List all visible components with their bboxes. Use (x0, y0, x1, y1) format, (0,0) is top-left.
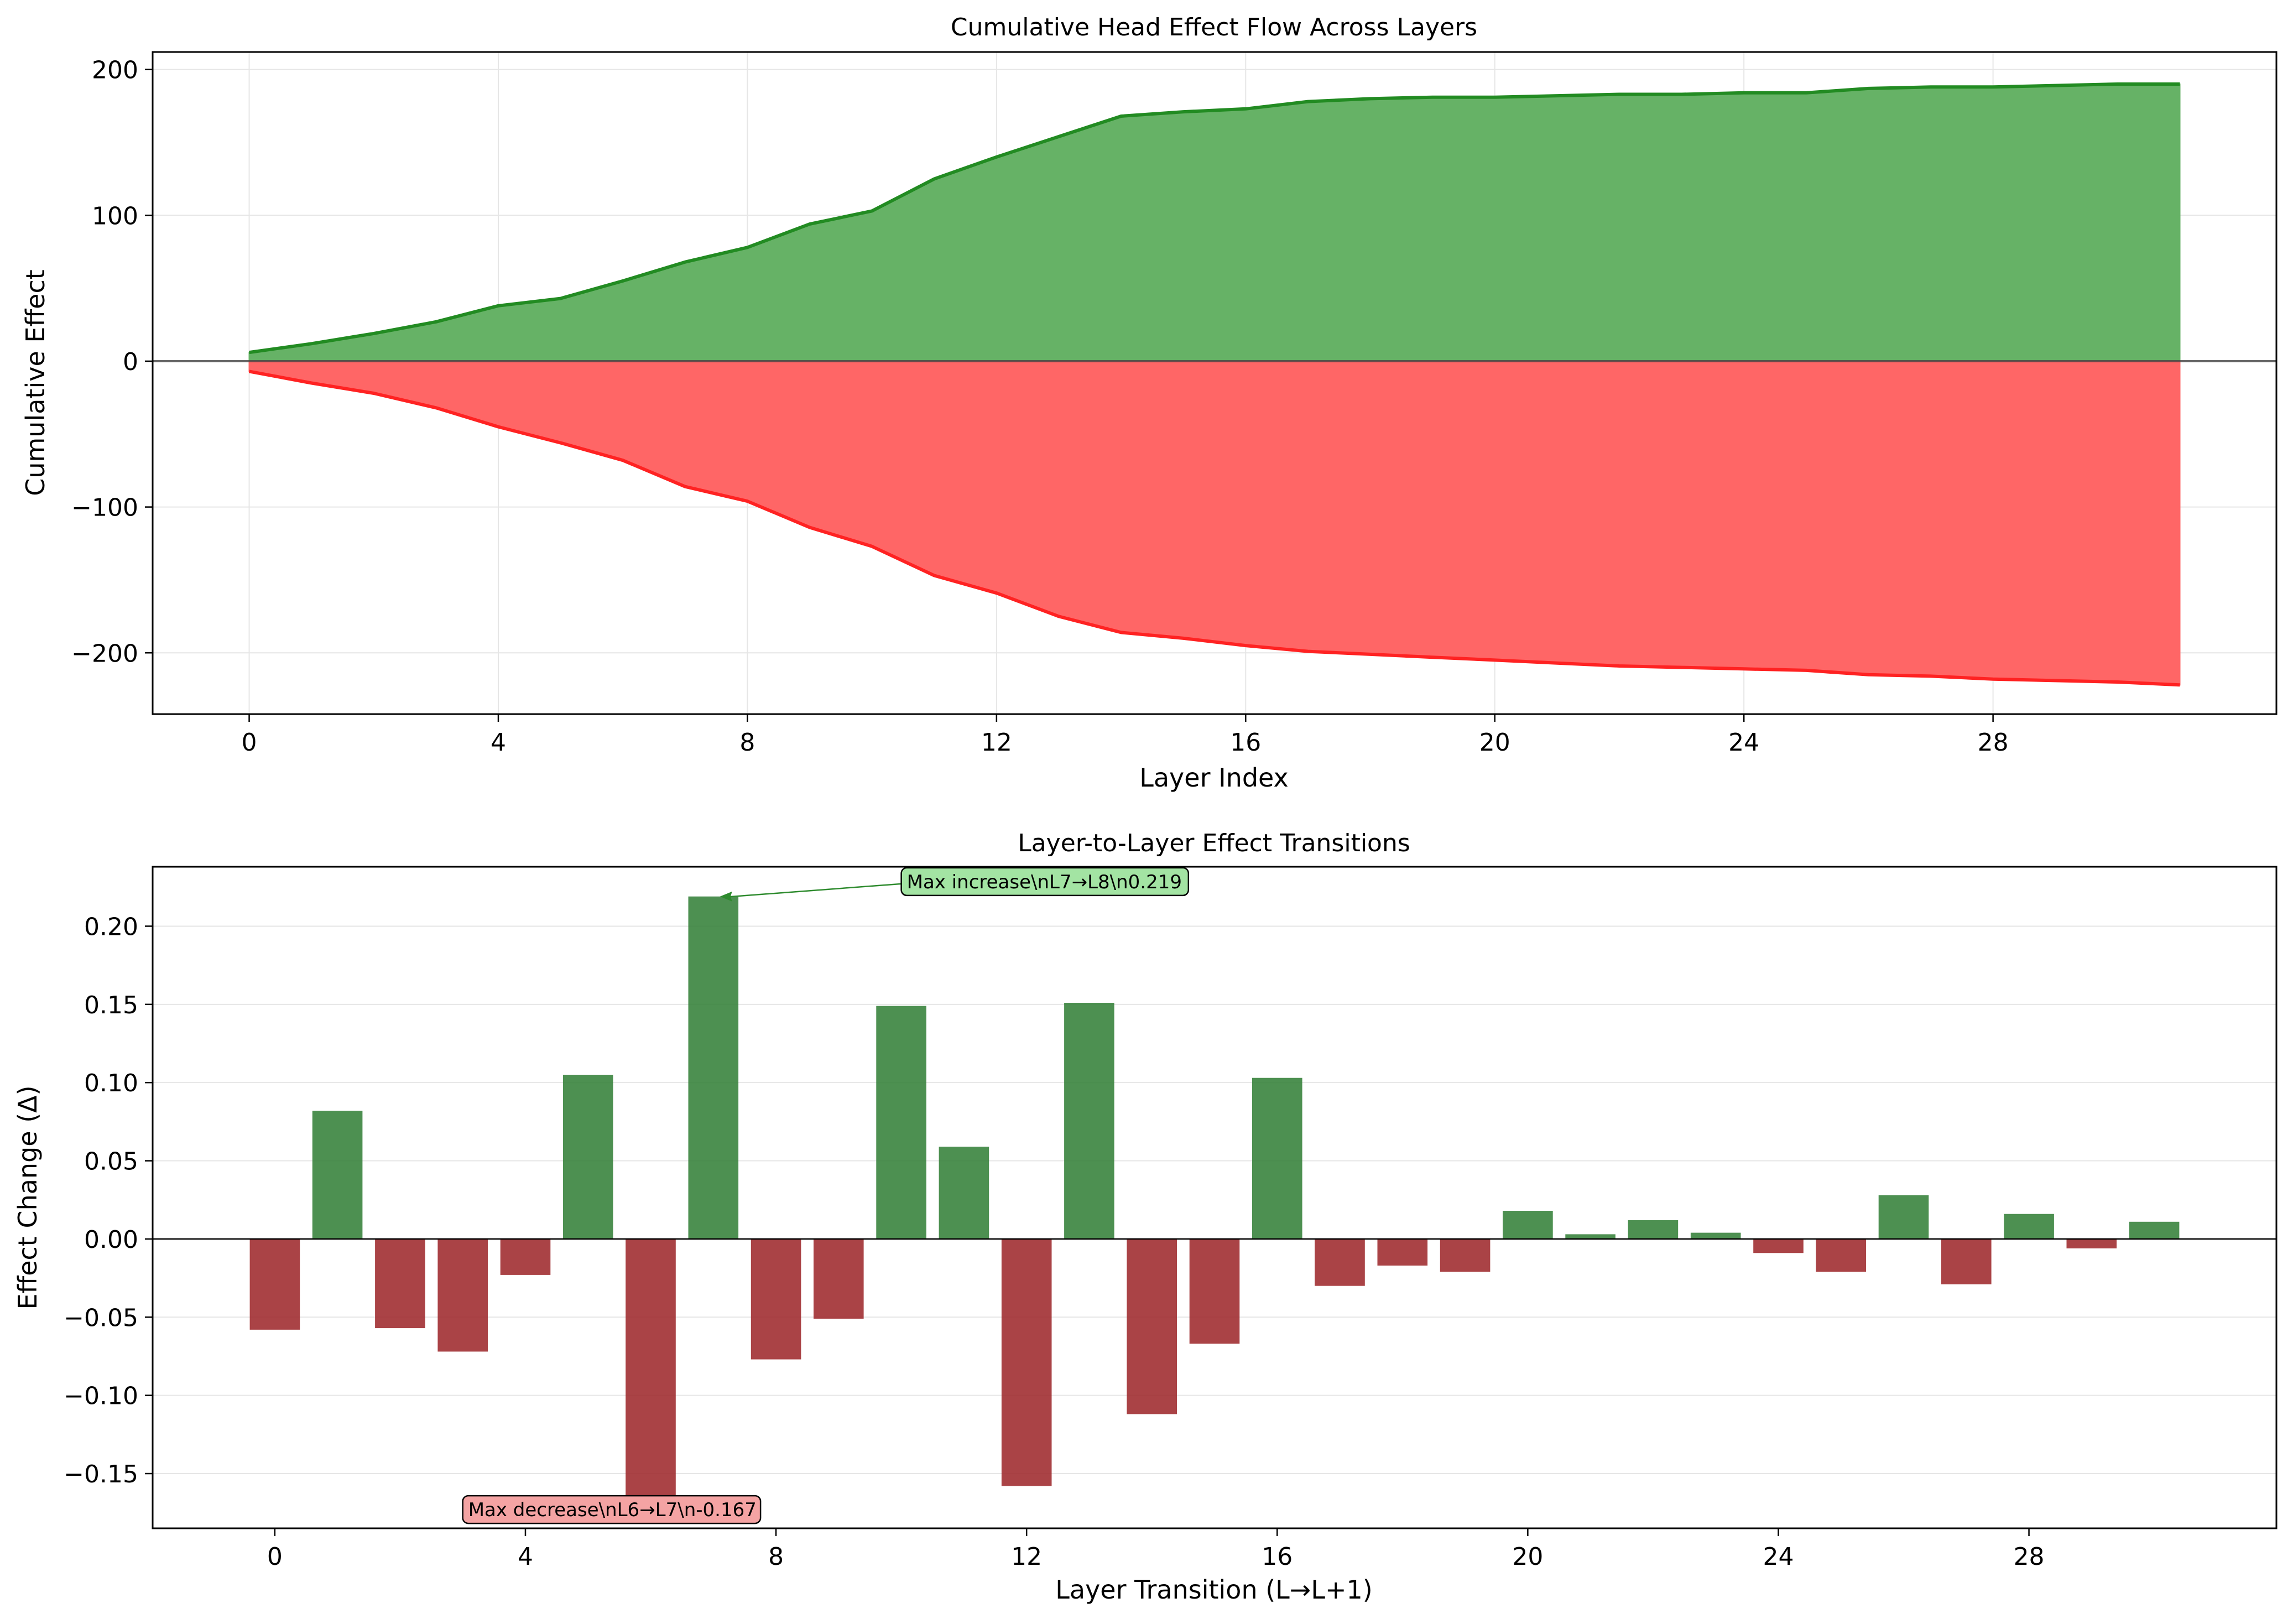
max-increase-arrow (725, 883, 901, 898)
bar-transition-4 (500, 1238, 551, 1275)
top-x-axis-label: Layer Index (1139, 763, 1289, 793)
max-decrease-box (462, 1495, 762, 1524)
bar-transition-25 (1816, 1238, 1866, 1272)
bottom-annotations: Max increase\nL7→L8\n0.219 Max decrease\n… (462, 867, 1190, 1524)
top-y-tick-label: −200 (71, 639, 138, 668)
top-plot-frame (152, 51, 2278, 715)
bar-transition-22 (1628, 1220, 1679, 1239)
bar-transition-12 (1001, 1238, 1052, 1486)
bottom-x-tick-label: 12 (1011, 1543, 1042, 1571)
bar-transition-26 (1878, 1195, 1929, 1239)
bar-transition-5 (562, 1075, 613, 1239)
bottom-y-tick-label: 0.10 (84, 1069, 138, 1097)
bottom-y-tick-label: 0.00 (84, 1226, 138, 1254)
top-y-tick-label: 200 (92, 56, 138, 85)
bottom-x-tick-label: 24 (1763, 1543, 1794, 1571)
positive-line (249, 82, 2180, 355)
cumulative-effect-chart: Cumulative Head Effect Flow Across Layer… (20, 13, 2278, 793)
bar-transition-30 (2129, 1221, 2180, 1239)
bar-transition-28 (2004, 1214, 2054, 1239)
top-chart-title: Cumulative Head Effect Flow Across Layer… (951, 13, 1477, 41)
bar-transition-7 (688, 896, 739, 1239)
bar-transition-18 (1377, 1238, 1428, 1266)
bar-transition-27 (1941, 1238, 1992, 1284)
bottom-x-tick-label: 20 (1512, 1543, 1543, 1571)
bottom-y-tick-label: −0.05 (64, 1304, 138, 1332)
top-series-lines (153, 82, 2276, 687)
bar-transition-21 (1565, 1234, 1615, 1239)
bottom-x-ticks: 0 4 8 12 16 20 24 28 (267, 1528, 2045, 1571)
bar-transition-2 (375, 1238, 425, 1329)
bottom-bars (153, 896, 2276, 1501)
top-x-tick-label: 24 (1728, 728, 1759, 757)
bar-transition-23 (1690, 1232, 1741, 1239)
negative-line (248, 369, 2180, 687)
bottom-y-tick-label: 0.05 (84, 1148, 138, 1176)
bar-transition-8 (751, 1238, 801, 1360)
bar-transition-6 (626, 1238, 676, 1501)
top-y-tick-label: −100 (71, 494, 138, 522)
bar-transition-19 (1440, 1238, 1491, 1272)
bar-transition-11 (939, 1147, 989, 1239)
bar-transition-1 (312, 1111, 363, 1239)
bottom-y-ticks: 0.20 0.15 0.10 0.05 0.00 −0.05 −0.10 −0.15 (64, 913, 153, 1488)
bar-transition-10 (876, 1006, 926, 1239)
top-x-tick-label: 16 (1230, 728, 1261, 757)
bottom-x-tick-label: 0 (267, 1543, 283, 1571)
top-x-ticks: 0 4 8 12 16 20 24 28 (242, 714, 2009, 757)
bar-transition-29 (2066, 1238, 2117, 1248)
top-x-tick-label: 4 (491, 728, 506, 757)
top-y-tick-label: 0 (123, 348, 138, 376)
max-decrease-label: Max decrease\nL6→L7\n-0.167 (468, 1499, 757, 1521)
bottom-y-tick-label: −0.15 (64, 1460, 138, 1488)
bar-transition-17 (1315, 1238, 1365, 1286)
bar-transition-15 (1189, 1238, 1240, 1344)
top-x-tick-label: 0 (242, 728, 257, 757)
bar-transition-3 (437, 1238, 488, 1352)
bottom-plot-frame (152, 866, 2278, 1529)
bottom-chart-title: Layer-to-Layer Effect Transitions (1018, 829, 1410, 857)
top-x-tick-label: 8 (739, 728, 755, 757)
bottom-x-tick-label: 16 (1262, 1543, 1293, 1571)
top-y-ticks: 200 100 0 −100 −200 (71, 56, 153, 668)
top-x-tick-label: 20 (1479, 728, 1510, 757)
top-y-tick-label: 100 (92, 202, 138, 230)
bottom-y-tick-label: 0.20 (84, 913, 138, 941)
bar-transition-24 (1753, 1238, 1804, 1253)
bar-transition-20 (1503, 1211, 1553, 1239)
bottom-x-axis-label: Layer Transition (L→L+1) (1055, 1575, 1372, 1605)
bar-transition-0 (249, 1238, 300, 1330)
bottom-y-tick-label: −0.10 (64, 1382, 138, 1410)
bar-transition-16 (1252, 1078, 1302, 1239)
max-increase-arrowhead (720, 891, 732, 902)
max-increase-box (900, 867, 1190, 897)
top-x-tick-label: 28 (1978, 728, 2009, 757)
bar-transition-9 (814, 1238, 864, 1319)
top-y-axis-label: Cumulative Effect (20, 269, 50, 496)
top-x-tick-label: 12 (981, 728, 1012, 757)
bottom-y-axis-label: Effect Change (Δ) (13, 1085, 43, 1309)
bottom-y-tick-label: 0.15 (84, 991, 138, 1019)
bottom-x-tick-label: 4 (518, 1543, 533, 1571)
bar-transition-14 (1127, 1238, 1177, 1414)
max-increase-label: Max increase\nL7→L8\n0.219 (907, 871, 1182, 893)
bar-transition-13 (1064, 1003, 1114, 1239)
bottom-x-tick-label: 28 (2014, 1543, 2045, 1571)
effect-transition-chart: Layer-to-Layer Effect Transitions 0 4 8 12 1… (13, 829, 2278, 1605)
bottom-x-tick-label: 8 (768, 1543, 784, 1571)
